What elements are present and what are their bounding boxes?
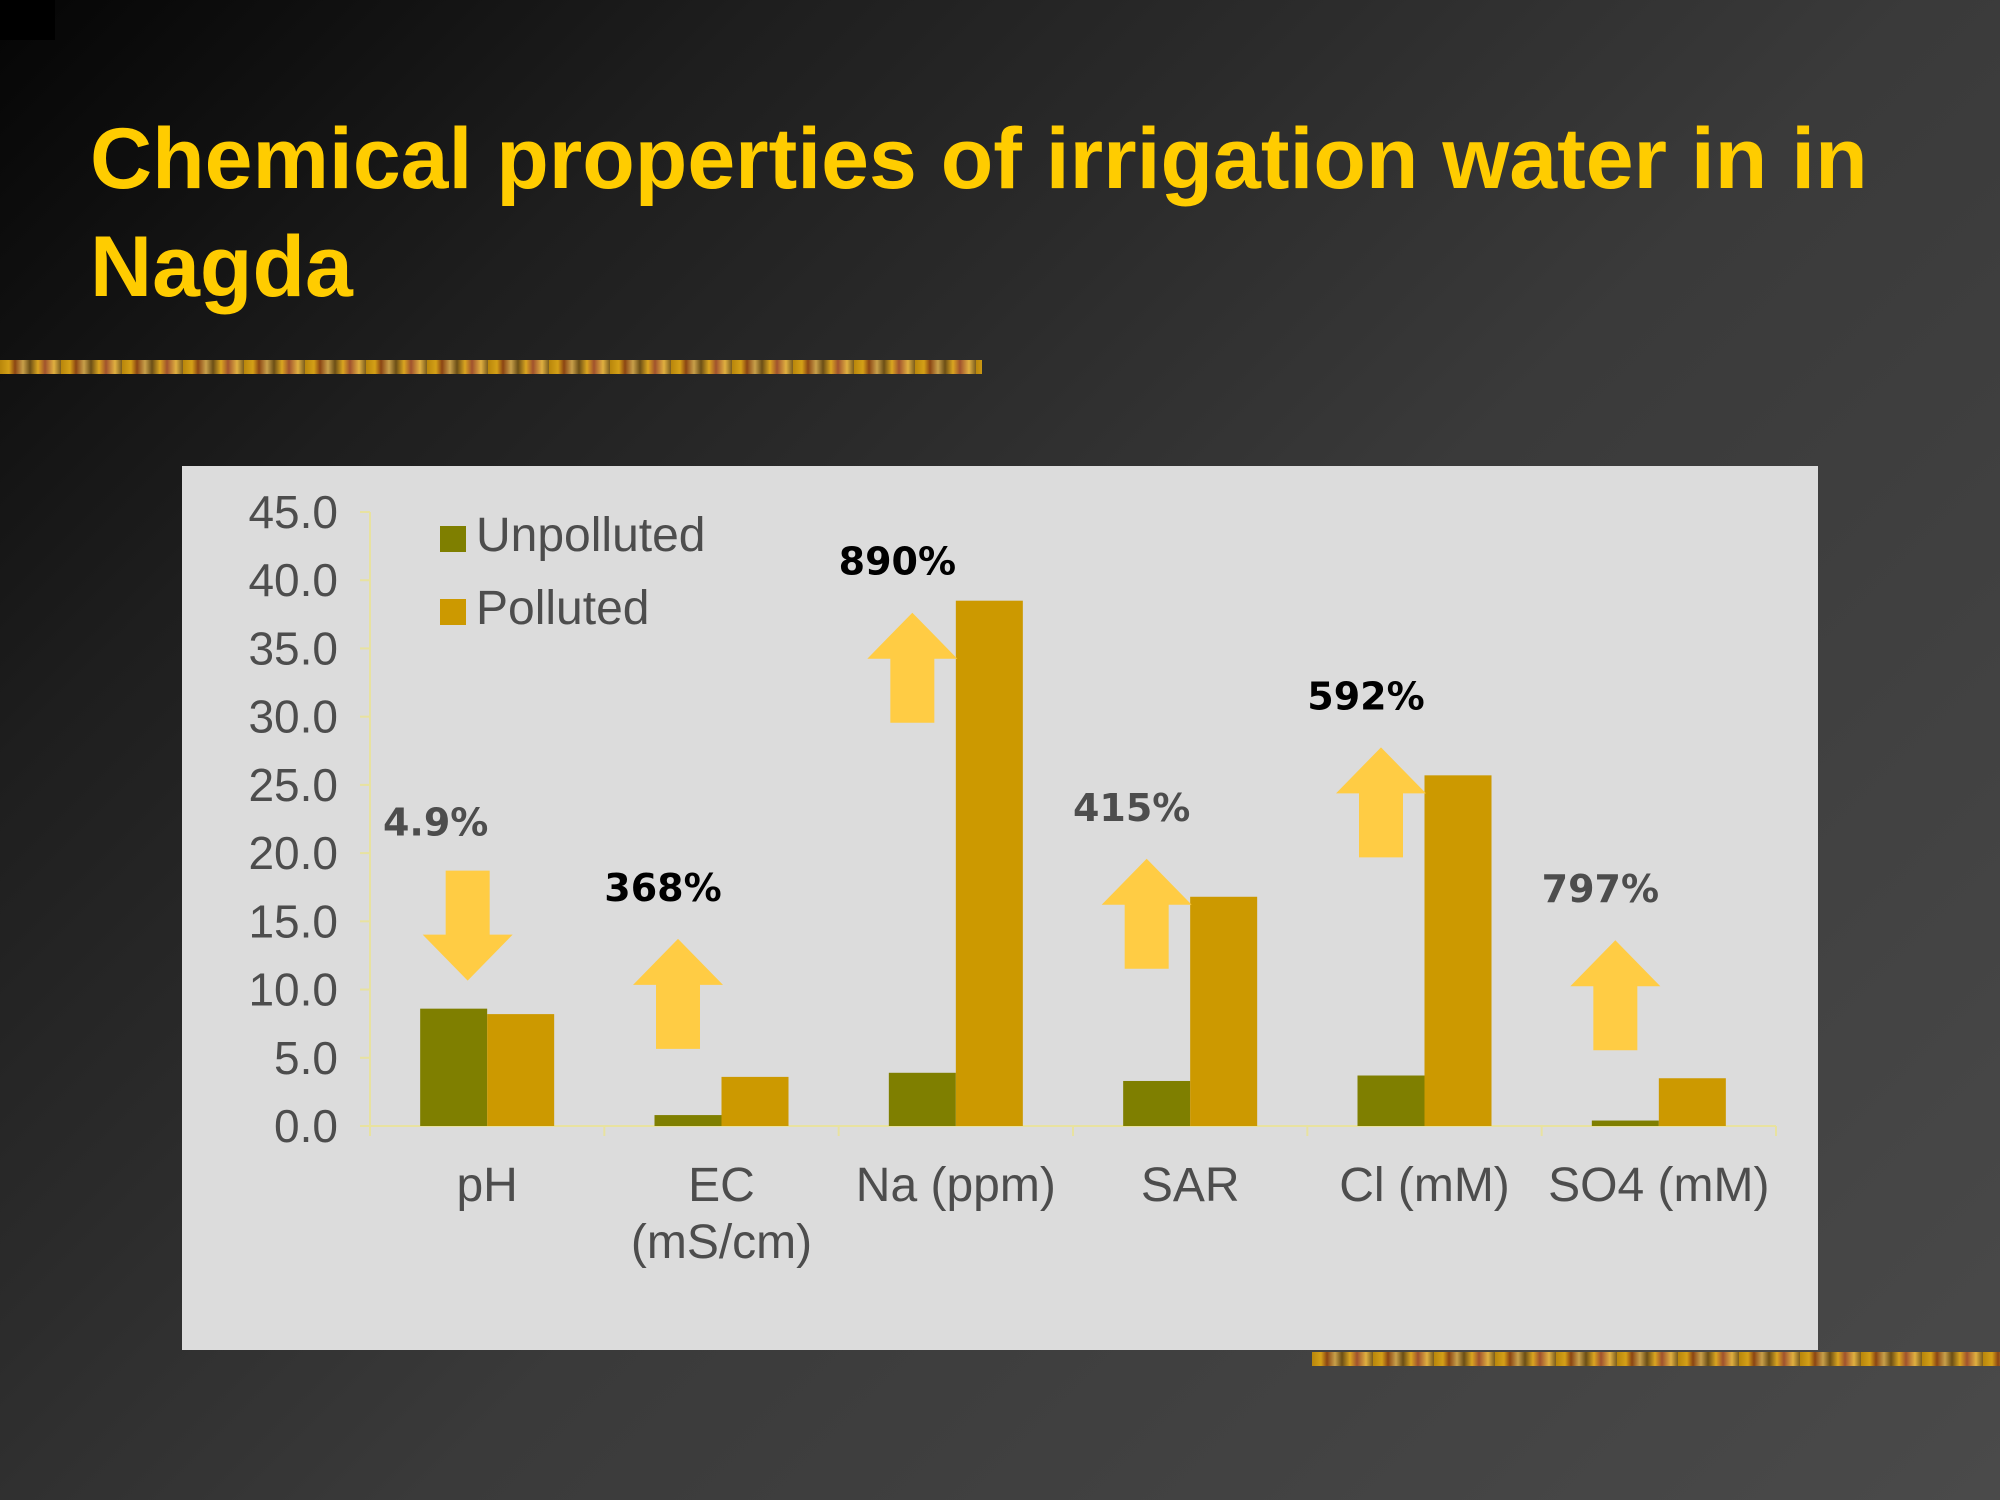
bar-unpolluted bbox=[1123, 1080, 1191, 1126]
corner-mark bbox=[0, 0, 55, 40]
x-category-label: EC (mS/cm) bbox=[631, 1159, 812, 1269]
y-tick-label: 40.0 bbox=[248, 554, 338, 606]
annotation-label: 797% bbox=[1542, 867, 1659, 911]
bar-unpolluted bbox=[888, 1072, 956, 1126]
annotation-label: 592% bbox=[1307, 674, 1424, 718]
x-category-label: SO4 (mM) bbox=[1548, 1159, 1769, 1212]
legend-label: Polluted bbox=[476, 582, 649, 635]
bar-polluted bbox=[1424, 775, 1492, 1126]
legend-swatch-polluted bbox=[440, 599, 466, 625]
y-tick-label: 15.0 bbox=[248, 895, 338, 947]
bar-unpolluted bbox=[1357, 1075, 1425, 1126]
x-category-label: pH bbox=[456, 1159, 517, 1212]
bar-polluted bbox=[721, 1076, 789, 1126]
bar-polluted bbox=[487, 1014, 555, 1126]
legend-label: Unpolluted bbox=[476, 509, 706, 562]
annotation-arrow-down-icon bbox=[422, 870, 513, 981]
bar-unpolluted bbox=[654, 1115, 722, 1126]
x-category-label: Cl (mM) bbox=[1339, 1159, 1510, 1212]
bar-polluted bbox=[955, 600, 1023, 1126]
decorative-band-bottom bbox=[1312, 1352, 2000, 1366]
annotation-label: 415% bbox=[1073, 786, 1190, 830]
y-tick-label: 25.0 bbox=[248, 759, 338, 811]
decorative-band-top bbox=[0, 360, 982, 374]
annotation-label: 4.9% bbox=[383, 801, 488, 845]
x-category-label: Na (ppm) bbox=[856, 1159, 1056, 1212]
bar-polluted bbox=[1658, 1078, 1726, 1126]
annotation-arrow-up-icon bbox=[1336, 747, 1426, 858]
bar-polluted bbox=[1190, 896, 1258, 1126]
y-tick-label: 10.0 bbox=[248, 964, 338, 1016]
bar-unpolluted bbox=[420, 1008, 488, 1126]
y-tick-label: 35.0 bbox=[248, 622, 338, 674]
legend-swatch-unpolluted bbox=[440, 526, 466, 552]
y-tick-label: 30.0 bbox=[248, 691, 338, 743]
x-category-label: SAR bbox=[1141, 1159, 1240, 1212]
annotation-arrow-up-icon bbox=[867, 612, 958, 723]
y-tick-label: 45.0 bbox=[248, 486, 338, 538]
chart-panel: 0.0 5.0 10.0 15.0 20.0 25.0 30.0 35.0 40.0 45.0 pH… bbox=[182, 466, 1818, 1350]
y-tick-label: 20.0 bbox=[248, 827, 338, 879]
annotation-arrow-up-icon bbox=[1570, 940, 1661, 1051]
y-tick-label: 5.0 bbox=[274, 1032, 338, 1084]
chart: 0.0 5.0 10.0 15.0 20.0 25.0 30.0 35.0 40.0 45.0 pH… bbox=[248, 486, 1777, 1269]
slide-title: Chemical properties of irrigation water … bbox=[90, 111, 1868, 315]
annotation-arrow-up-icon bbox=[633, 938, 723, 1049]
annotation-label: 890% bbox=[839, 540, 956, 584]
y-tick-label: 0.0 bbox=[274, 1100, 338, 1152]
bar-unpolluted bbox=[1591, 1120, 1659, 1126]
annotation-label: 368% bbox=[604, 866, 721, 910]
annotation-arrow-up-icon bbox=[1101, 858, 1192, 969]
